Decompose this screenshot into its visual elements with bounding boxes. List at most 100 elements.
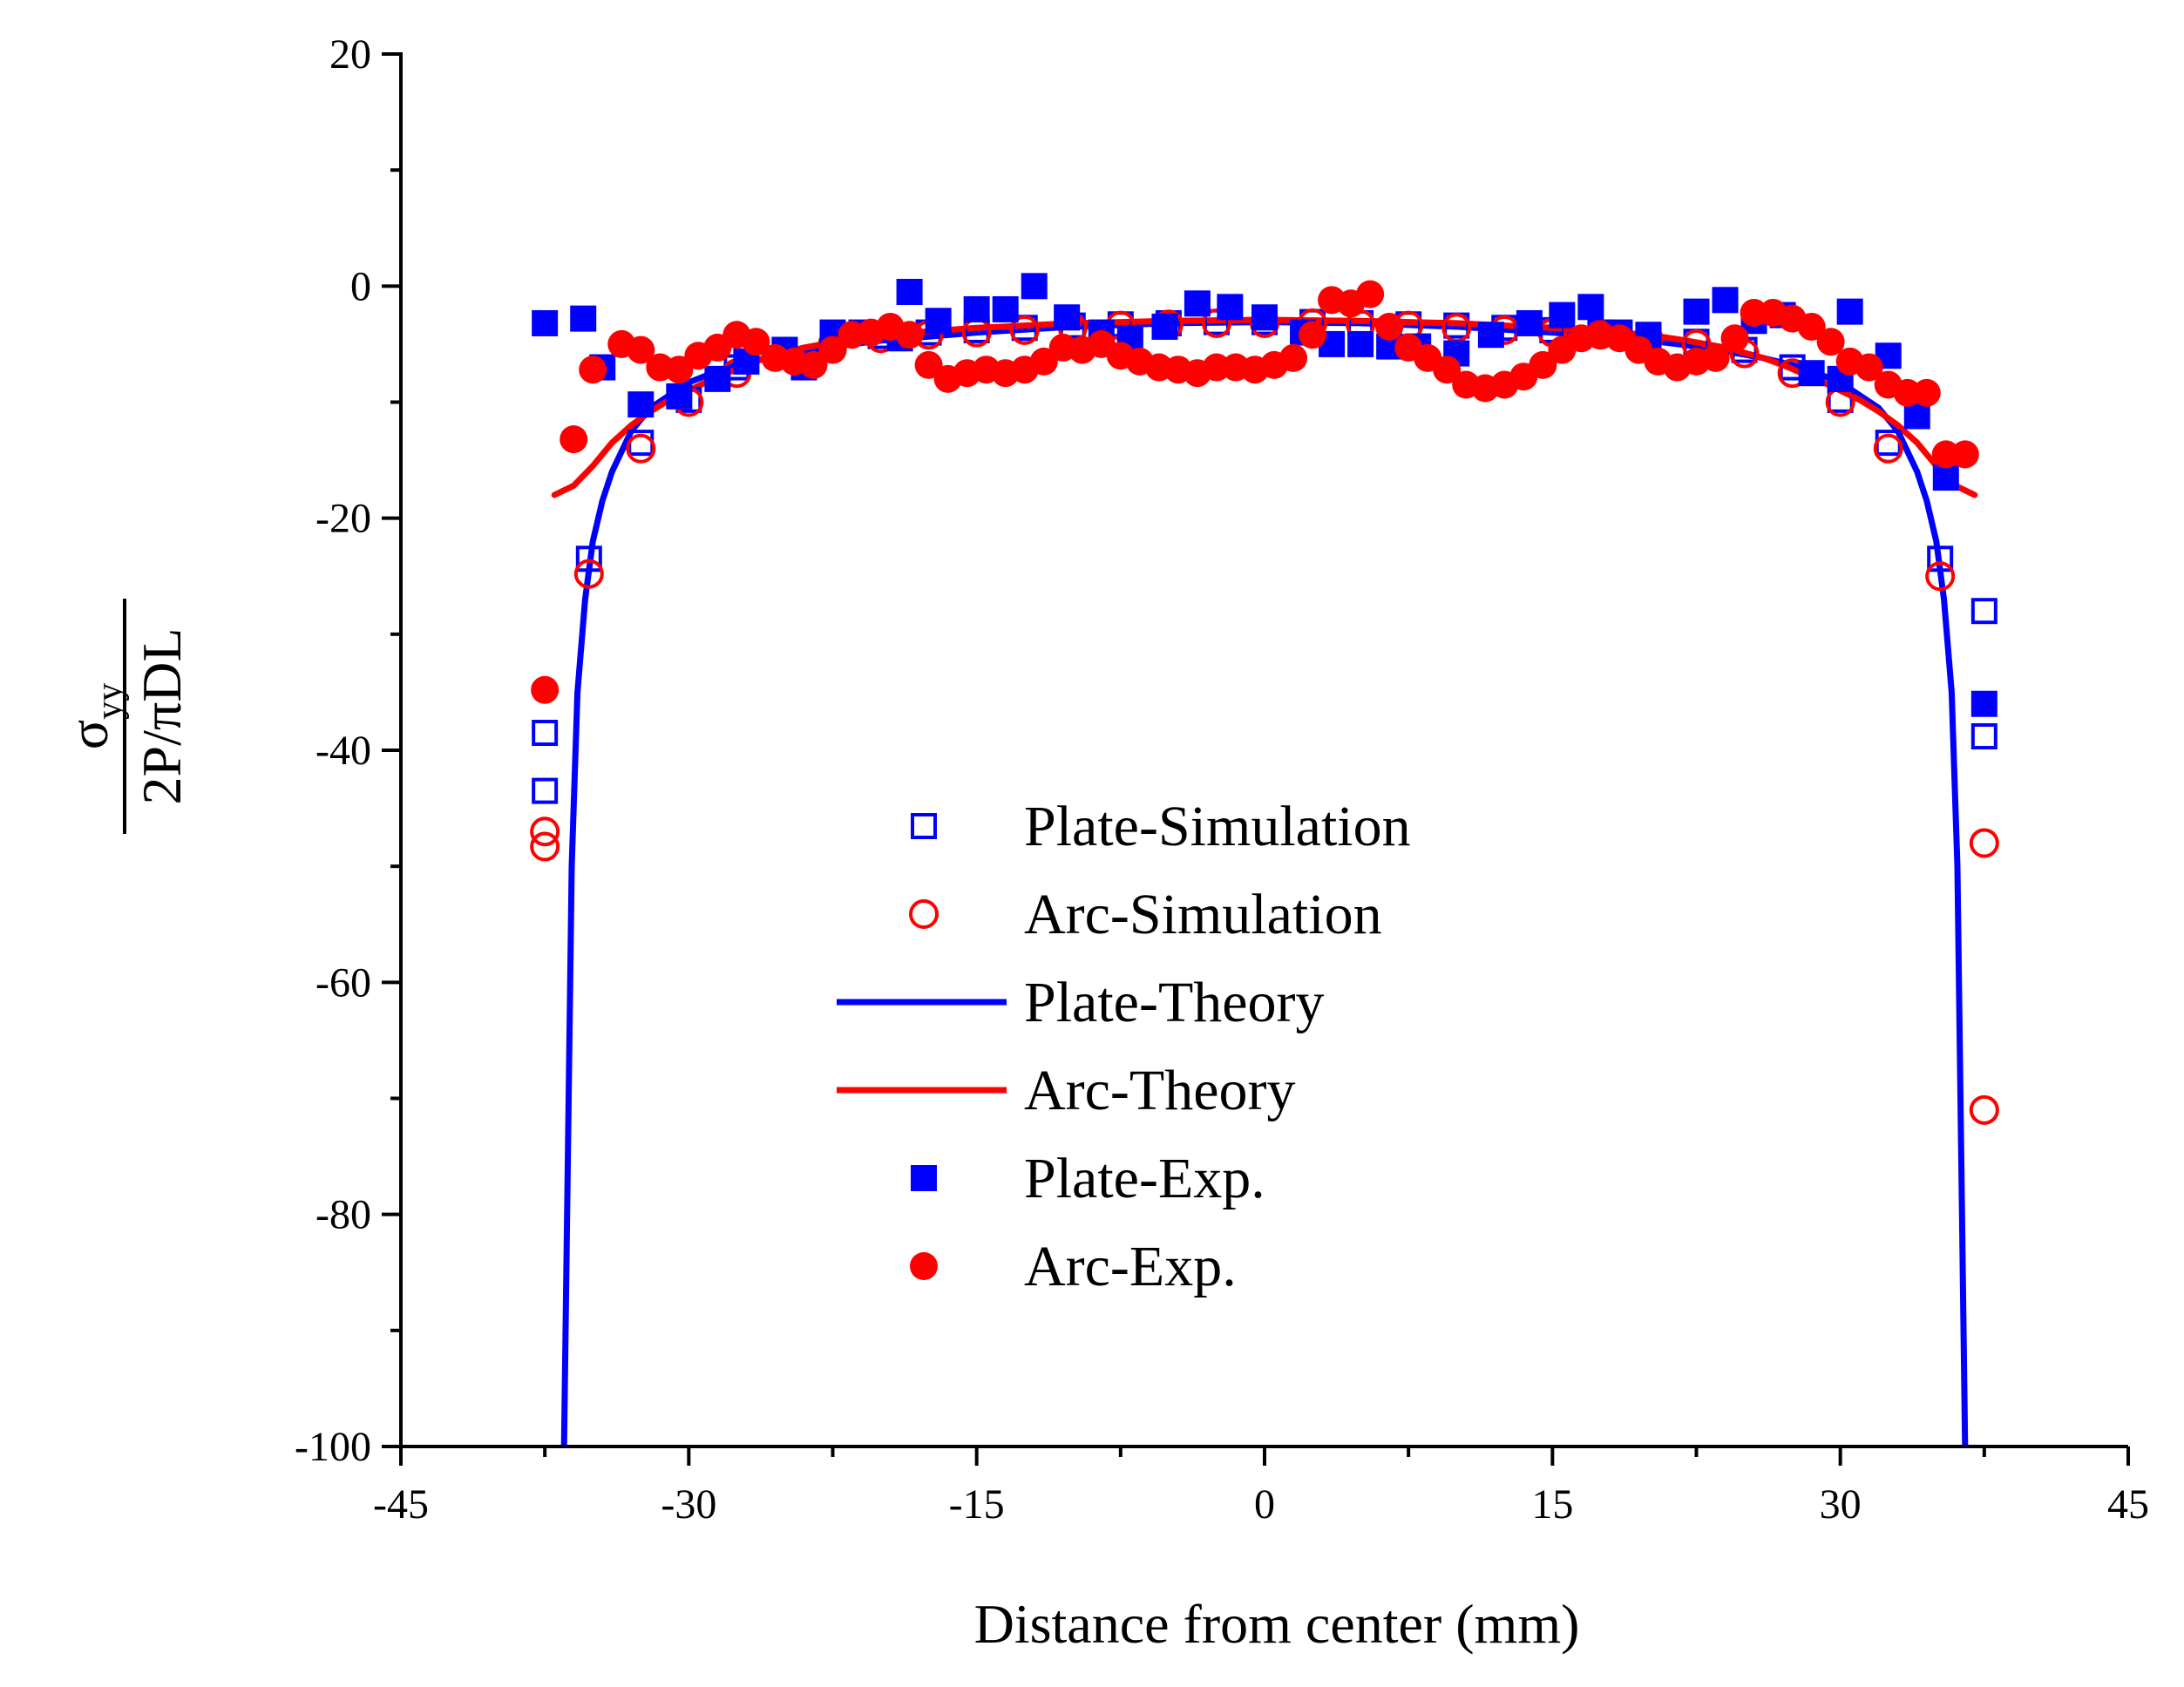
point-arc-exp (1950, 440, 1979, 469)
point-arc-simulation (530, 816, 560, 847)
y-axis-title-sigma: σ (58, 720, 119, 750)
point-arc-simulation (1969, 1094, 1999, 1125)
point-arc-exp (742, 328, 770, 356)
x-tick-label: -45 (373, 1481, 429, 1528)
point-arc-exp (1279, 343, 1308, 372)
y-tick-label: -40 (315, 728, 371, 774)
legend-label-arc-exp: Arc-Exp. (1024, 1235, 1237, 1298)
point-plate-exp (532, 309, 559, 336)
point-plate-exp (963, 295, 990, 322)
legend-label-plate-theory: Plate-Theory (1024, 971, 1325, 1034)
point-arc-simulation (1873, 433, 1903, 464)
point-arc-exp (1356, 280, 1385, 308)
point-arc-exp (914, 350, 943, 379)
plot-area (530, 273, 1999, 1446)
y-tick-label: -60 (315, 959, 371, 1006)
x-tick-label: 45 (2107, 1481, 2149, 1528)
legend-item-plate-theory: Plate-Theory (837, 971, 1325, 1034)
point-plate-exp (1184, 290, 1211, 317)
point-plate-exp (925, 308, 952, 335)
legend-label-plate-exp: Plate-Exp. (1024, 1147, 1265, 1210)
y-tick-label: -100 (295, 1424, 371, 1470)
legend-item-arc-simulation: Arc-Simulation (909, 883, 1382, 946)
y-axis-title: σyy 2P/πDL (58, 599, 193, 834)
point-plate-exp (1970, 690, 1997, 717)
point-arc-exp (627, 335, 655, 364)
point-arc-exp (895, 321, 924, 349)
legend-swatch-arc-exp (910, 1252, 938, 1280)
legend-item-plate-simulation: Plate-Simulation (911, 795, 1411, 858)
y-tick-label: 20 (329, 31, 371, 78)
x-tick-label: 30 (1820, 1481, 1862, 1528)
point-arc-exp (1912, 378, 1941, 407)
point-plate-exp (1683, 298, 1710, 325)
point-arc-simulation (1969, 828, 1999, 858)
point-plate-exp (1477, 322, 1504, 349)
point-arc-exp (1299, 321, 1327, 349)
point-arc-exp (1529, 350, 1557, 379)
point-plate-exp (570, 305, 597, 332)
series-arc-exp (531, 280, 1979, 704)
legend-item-arc-exp: Arc-Exp. (910, 1235, 1237, 1298)
point-plate-simulation (532, 777, 559, 804)
point-arc-exp (531, 675, 560, 704)
point-arc-exp (1931, 440, 1960, 469)
x-tick-label: 15 (1531, 1481, 1573, 1528)
point-plate-exp (704, 365, 731, 392)
point-plate-exp (1932, 464, 1959, 491)
axes: -45 -30 -15 0 15 30 45 20 0 -20 -40 -60 -80 -100 (295, 31, 2149, 1528)
point-plate-exp (666, 383, 693, 410)
point-plate-exp (1798, 360, 1825, 387)
point-arc-simulation (530, 831, 560, 862)
legend-swatch-arc-simulation (909, 899, 939, 929)
point-arc-exp (579, 356, 607, 384)
x-tick-label: -30 (661, 1481, 716, 1528)
x-tick-label: 0 (1254, 1481, 1275, 1528)
point-plate-simulation (1927, 545, 1954, 572)
point-arc-exp (1202, 353, 1231, 382)
point-plate-exp (1251, 304, 1278, 331)
y-tick-label: 0 (350, 263, 371, 309)
point-plate-simulation (1970, 723, 1997, 750)
point-arc-exp (1797, 312, 1826, 341)
point-plate-exp (896, 278, 923, 305)
legend-swatch-plate-exp (911, 1165, 937, 1191)
legend-item-plate-exp: Plate-Exp. (911, 1147, 1265, 1210)
point-arc-simulation (1009, 315, 1040, 345)
point-plate-exp (1347, 330, 1374, 357)
point-plate-simulation (532, 720, 559, 747)
point-arc-exp (1029, 347, 1058, 376)
point-arc-simulation (1925, 561, 1956, 592)
legend-item-arc-theory: Arc-Theory (837, 1059, 1296, 1122)
svg-text:σyy: σyy (58, 683, 130, 750)
point-arc-exp (665, 356, 694, 384)
point-arc-exp (818, 335, 847, 364)
point-plate-exp (1021, 273, 1048, 300)
point-arc-exp (799, 350, 828, 379)
point-plate-exp (1903, 403, 1930, 430)
point-plate-exp (1836, 298, 1863, 325)
point-plate-exp (1151, 313, 1178, 340)
point-plate-simulation (575, 545, 602, 572)
x-tick-label: -15 (949, 1481, 1005, 1528)
point-plate-exp (1516, 309, 1543, 336)
legend-label-arc-simulation: Arc-Simulation (1024, 883, 1382, 946)
point-plate-exp (1549, 301, 1576, 329)
point-arc-exp (1855, 353, 1883, 382)
legend-label-arc-theory: Arc-Theory (1024, 1059, 1296, 1122)
legend-swatch-plate-simulation (911, 813, 937, 839)
y-axis-title-denominator: 2P/πDL (131, 628, 193, 805)
y-tick-label: -80 (315, 1192, 371, 1238)
point-arc-exp (1433, 356, 1462, 384)
legend-label-plate-simulation: Plate-Simulation (1024, 795, 1411, 858)
point-arc-exp (1816, 328, 1845, 356)
point-arc-exp (1893, 378, 1922, 407)
point-arc-simulation (626, 433, 656, 464)
point-arc-exp (1740, 298, 1768, 327)
point-arc-simulation (1201, 308, 1231, 338)
point-arc-exp (1375, 312, 1404, 341)
y-tick-label: -20 (315, 496, 371, 542)
point-plate-exp (1577, 294, 1604, 321)
point-plate-exp (627, 391, 655, 418)
